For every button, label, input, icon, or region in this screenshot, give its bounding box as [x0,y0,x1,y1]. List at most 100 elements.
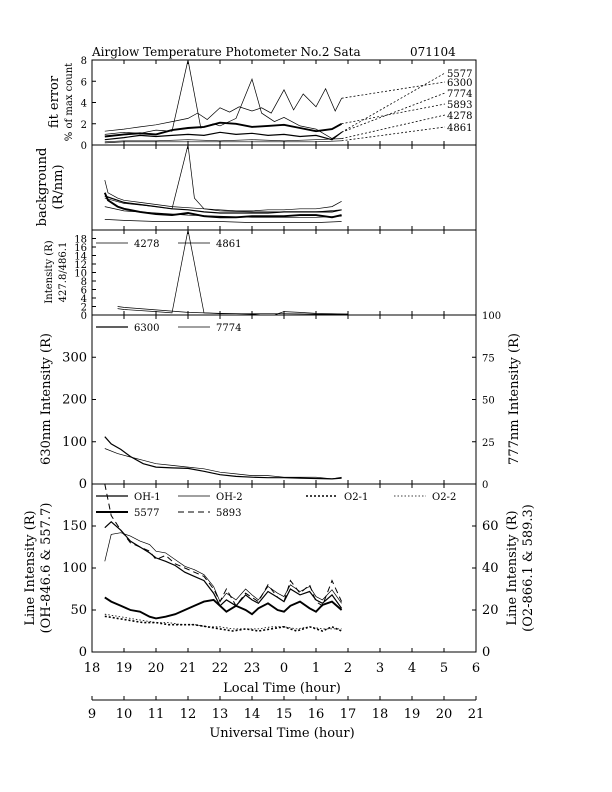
y-tick-label: 50 [70,603,87,618]
ut-tick-label: 15 [276,707,293,722]
y-tick-label: 6 [81,286,87,297]
y-tick-label: 0 [81,311,87,322]
local-time-tick-label: 5 [440,661,448,676]
y-tick-label: 18 [74,235,87,246]
y-tick-label: 4 [81,294,87,305]
local-time-tick-label: 19 [116,661,133,676]
y-tick-label: 25 [482,438,495,449]
background-ylabel-1: background [35,148,50,227]
background-series-5893 [104,195,342,214]
local-time-tick-label: 4 [408,661,416,676]
y-tick-label: 12 [74,260,87,271]
y-tick-label: 0 [79,477,87,492]
red-intensity-ylabel-right: 777nm Intensity (R) [507,333,522,465]
ut-tick-label: 18 [372,707,389,722]
y-tick-label: 60 [482,519,499,534]
local-time-tick-label: 21 [180,661,197,676]
intensity-blue-series-4861 [117,229,348,315]
y-tick-label: 0 [482,480,488,491]
line-intensity-series-5577 [104,596,343,620]
y-tick-label: 200 [62,393,87,408]
line-legend-OH-1: OH-1 [134,492,161,503]
local-time-tick-label: 1 [312,661,320,676]
fit-error-series-6300 [104,87,342,132]
fit-error-legend-4278: 4278 [447,111,472,122]
y-tick-label: 100 [62,561,87,576]
fit-error-series-5893 [104,121,343,138]
ut-tick-label: 11 [148,707,165,722]
fit-error-legend-7774: 7774 [447,89,472,100]
background-series-5577 [103,192,342,219]
fit-error-legend-leader [341,103,446,125]
background-series-6300 [104,180,342,212]
panel-frame-0 [91,59,477,146]
blue-intensity-ylabel-1: Intensity (R) [44,240,55,303]
ut-tick-label: 9 [88,707,96,722]
y-tick-label: 100 [482,311,501,322]
red-legend-7774: 7774 [216,323,241,334]
line-intensity-ylabel-right-2: (O2-866.1 & 589.3) [521,504,536,632]
blue-legend-4861: 4861 [216,239,241,250]
line-na-legend-5577: 5577 [134,508,159,519]
line-intensity-series-o2-1 [104,615,342,632]
y-tick-label: 8 [81,56,87,67]
ut-tick-label: 16 [308,707,325,722]
y-tick-label: 150 [62,519,87,534]
y-tick-label: 6 [81,77,87,88]
local-time-tick-label: 22 [212,661,229,676]
local-time-tick-label: 20 [148,661,165,676]
fit-error-legend-leader [341,126,446,142]
background-ylabel-2: (R/nm) [51,164,66,209]
ut-tick-label: 21 [468,707,485,722]
red-intensity-ylabel: 630nm Intensity (R) [39,333,54,465]
y-tick-label: 75 [482,353,495,364]
ut-tick-label: 10 [116,707,133,722]
fit-error-series-7774 [104,59,342,140]
data-series [103,59,349,632]
y-tick-label: 8 [81,277,87,288]
y-tick-label: 2 [81,120,87,131]
y-tick-label: 0 [482,645,490,660]
line-intensity-ylabel-right-1: Line Intensity (R) [505,510,520,625]
y-tick-label: 20 [482,603,499,618]
fit-error-legend-6300: 6300 [447,78,472,89]
line-intensity-ylabel-1: Line Intensity (R) [23,510,38,625]
line-o2-legend-O2-2: O2-2 [432,492,456,503]
ut-tick-label: 13 [212,707,229,722]
y-tick-label: 50 [482,396,495,407]
ut-tick-label: 12 [180,707,197,722]
fit-error-ylabel-1: fit error [47,75,62,128]
fit-error-series-5577 [104,131,342,141]
blue-intensity-ylabel-2: 427.8/486.1 [58,242,69,303]
y-tick-label: 0 [81,141,87,152]
figure-title: Airglow Temperature Photometer No.2 Sata [91,45,361,59]
background-series-4278 [104,206,342,218]
local-time-tick-label: 23 [244,661,261,676]
fit-error-series-4861 [104,140,342,144]
axis-ticks: 18 19 20 21 22 23 0 1 2 3 4 5 69 10 11 12 13 14 15 16 17 18 19… [62,56,501,722]
intensity-blue-series-4278 [117,306,349,316]
line-legend-OH-2: OH-2 [216,492,243,503]
fit-error-ylabel-2: % of max count [64,63,75,141]
y-tick-label: 16 [74,243,87,254]
y-tick-label: 40 [482,561,499,576]
background-series-7774 [104,144,342,213]
blue-legend-4278: 4278 [134,239,159,250]
panel-frame-3 [91,314,477,485]
ut-tick-label: 17 [340,707,357,722]
background-series-4861 [104,219,342,223]
figure-date: 071104 [410,45,456,59]
fit-error-legend-4861: 4861 [447,123,472,134]
y-tick-label: 2 [81,303,87,314]
local-time-label: Local Time (hour) [223,681,341,696]
ut-tick-label: 20 [436,707,453,722]
fit-error-legend-leader [341,72,446,133]
local-time-tick-label: 3 [376,661,384,676]
y-tick-label: 300 [62,350,87,365]
line-na-legend-5893: 5893 [216,508,241,519]
ut-tick-label: 19 [404,707,421,722]
line-intensity-series-o2-2 [104,613,342,630]
universal-time-label: Universal Time (hour) [209,726,354,741]
red-legend-6300: 6300 [134,323,159,334]
